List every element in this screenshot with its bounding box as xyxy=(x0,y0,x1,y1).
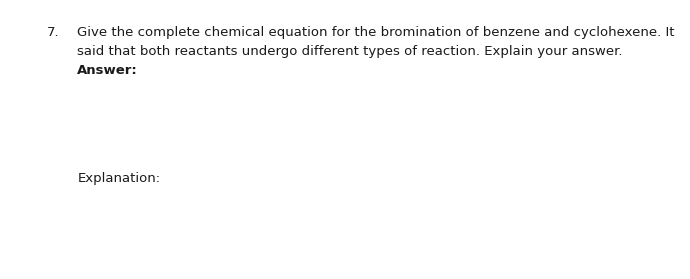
Text: Answer:: Answer: xyxy=(77,64,138,77)
Text: Explanation:: Explanation: xyxy=(77,172,160,185)
Text: Give the complete chemical equation for the bromination of benzene and cyclohexe: Give the complete chemical equation for … xyxy=(77,26,675,39)
Text: 7.: 7. xyxy=(47,26,59,39)
Text: said that both reactants undergo different types of reaction. Explain your answe: said that both reactants undergo differe… xyxy=(77,45,623,58)
